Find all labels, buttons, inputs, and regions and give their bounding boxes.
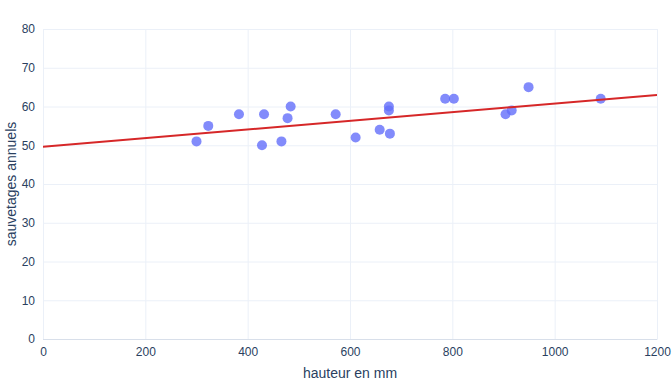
- y-tick: 30: [22, 216, 657, 230]
- y-tick-label: 60: [22, 100, 36, 114]
- marks: [43, 82, 657, 150]
- y-axis-line: [44, 30, 658, 340]
- point: [440, 94, 450, 104]
- x-tick: 800: [443, 29, 463, 359]
- y-grid-line: [43, 339, 657, 340]
- chart: 0 200 400 600 800 1000 1200 0 10 20 30 40 50 60 70 80 ha…: [0, 0, 672, 384]
- point: [276, 136, 286, 146]
- y-grid-line: [43, 68, 657, 69]
- x-tick-label: 400: [238, 345, 258, 359]
- point: [192, 136, 202, 146]
- point: [449, 94, 459, 104]
- point: [283, 113, 293, 123]
- x-tick-label: 200: [136, 345, 156, 359]
- point: [259, 109, 269, 119]
- x-tick: 200: [136, 29, 156, 359]
- x-axis: 0 200 400 600 800 1000 1200: [40, 29, 671, 359]
- point: [384, 105, 394, 115]
- x-axis-line: [44, 29, 658, 340]
- point: [524, 82, 534, 92]
- y-tick-label: 0: [28, 332, 35, 346]
- y-tick: 80: [22, 22, 657, 36]
- x-grid-line: [657, 29, 658, 339]
- x-tick: 600: [340, 29, 360, 359]
- x-tick-label: 0: [40, 345, 47, 359]
- x-tick-label: 1200: [644, 345, 671, 359]
- point: [351, 133, 361, 143]
- y-grid-line: [43, 145, 657, 146]
- y-grid-line: [43, 262, 657, 263]
- point: [203, 121, 213, 131]
- y-tick: 10: [22, 294, 657, 308]
- y-grid-line: [43, 300, 657, 301]
- point: [257, 140, 267, 150]
- y-axis: 0 10 20 30 40 50 60 70 80: [22, 22, 657, 346]
- point: [234, 109, 244, 119]
- x-tick-label: 1000: [542, 345, 569, 359]
- point: [375, 125, 385, 135]
- point: [286, 102, 296, 112]
- y-tick-label: 10: [22, 294, 36, 308]
- x-tick: 1000: [542, 29, 569, 359]
- y-tick: 0: [28, 332, 657, 346]
- y-axis-title: sauvetages annuels: [3, 122, 19, 247]
- plot-area: 0 200 400 600 800 1000 1200 0 10 20 30 40 50 60 70 80: [22, 22, 672, 358]
- y-tick-label: 40: [22, 177, 36, 191]
- trend-line: [43, 95, 657, 147]
- x-tick-label: 600: [340, 345, 360, 359]
- y-grid-line: [43, 223, 657, 224]
- point: [331, 109, 341, 119]
- point: [385, 129, 395, 139]
- y-tick: 70: [22, 61, 657, 75]
- y-tick-label: 20: [22, 255, 36, 269]
- x-tick: 400: [238, 29, 258, 359]
- y-tick-label: 80: [22, 22, 36, 36]
- y-tick-label: 50: [22, 139, 36, 153]
- y-tick: 40: [22, 177, 657, 191]
- x-tick: 1200: [644, 29, 671, 359]
- y-tick-label: 30: [22, 216, 36, 230]
- x-axis-title: hauteur en mm: [303, 365, 397, 381]
- y-grid-line: [43, 184, 657, 185]
- y-grid-line: [43, 29, 657, 30]
- y-tick: 20: [22, 255, 657, 269]
- y-grid-line: [43, 107, 657, 108]
- y-tick-label: 70: [22, 61, 36, 75]
- x-tick-label: 800: [443, 345, 463, 359]
